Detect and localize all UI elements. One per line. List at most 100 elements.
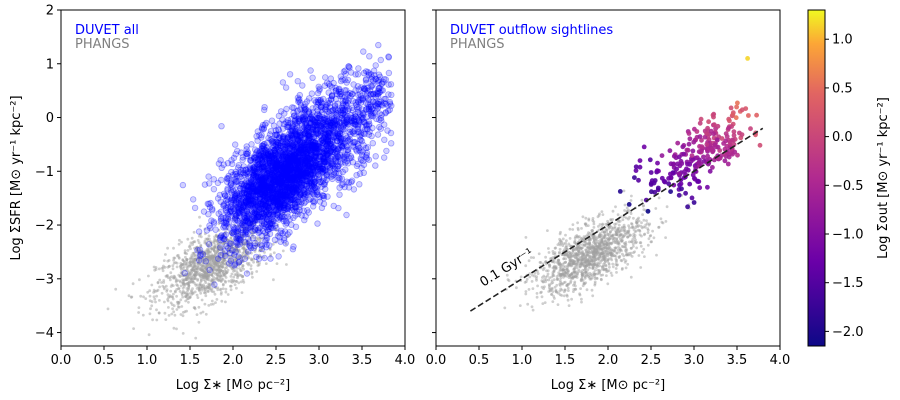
scatter-point [235,246,239,250]
scatter-point [385,54,392,61]
scatter-point [341,151,349,158]
scatter-point [181,295,185,299]
scatter-point [177,287,181,290]
scatter-point [187,300,190,304]
scatter-point [186,237,190,241]
scatter-point [252,260,256,264]
scatter-point [198,215,201,219]
scatter-point [562,294,566,298]
scatter-point [228,194,236,201]
scatter-point [212,226,219,233]
scatter-point [247,185,254,192]
scatter-point [320,152,327,160]
scatter-point [547,247,550,250]
scatter-point [223,266,227,270]
scatter-point [205,210,212,218]
scatter-point [132,327,136,330]
scatter-point [215,268,218,272]
scatter-point [241,207,245,211]
scatter-point [328,114,336,121]
scatter-point [617,223,621,227]
scatter-point [177,300,181,304]
scatter-point [192,277,196,281]
scatter-point [372,153,379,160]
scatter-point [331,169,338,176]
scatter-point [251,246,255,250]
scatter-point [254,226,262,233]
scatter-point [213,280,217,284]
scatter-point [235,252,239,256]
scatter-point [161,266,165,270]
y-tick-label: 1 [46,57,54,72]
scatter-point [263,216,271,223]
scatter-point [354,71,362,78]
scatter-point [166,293,170,297]
scatter-point [158,299,161,302]
scatter-point [207,278,211,282]
scatter-point [262,255,265,259]
scatter-point [232,246,235,250]
left-y-axis-label: Log ΣSFR [M⊙ yr⁻¹ kpc⁻²] [9,95,24,260]
scatter-point [196,246,204,253]
scatter-point [263,251,266,254]
scatter-point [210,241,213,245]
scatter-point [287,193,294,201]
scatter-point [224,262,228,266]
scatter-point [241,255,249,262]
scatter-point [229,232,233,236]
scatter-point [180,293,184,296]
scatter-point [207,249,210,253]
scatter-point [258,261,261,265]
scatter-point [171,307,175,311]
scatter-point [198,287,202,290]
scatter-point [581,215,585,219]
scatter-point [232,216,236,220]
scatter-point [208,205,216,212]
left-x-axis-label: Log Σ∗ [M⊙ pc⁻²] [176,378,290,393]
scatter-point [246,251,249,255]
scatter-point [349,119,356,127]
scatter-point [220,299,224,303]
scatter-point [250,230,254,234]
scatter-point [244,228,248,232]
scatter-point [281,140,289,148]
scatter-point [269,254,272,258]
scatter-point [241,251,245,255]
scatter-point [250,257,253,261]
scatter-point [264,233,268,237]
scatter-point [227,217,231,221]
scatter-point [172,310,176,314]
scatter-point [184,277,188,281]
scatter-point [239,269,243,272]
scatter-point [235,270,239,273]
scatter-point [210,290,214,293]
scatter-point [370,90,377,98]
scatter-point [217,255,220,258]
scatter-point [294,107,301,114]
scatter-point [530,305,534,309]
scatter-point [292,172,300,179]
scatter-point [585,288,589,292]
scatter-point [203,289,207,293]
scatter-point [194,284,198,287]
scatter-point [204,200,211,207]
scatter-point [345,184,353,191]
scatter-point [172,326,176,330]
scatter-point [152,295,156,299]
scatter-point [323,103,330,111]
scatter-point [240,219,244,222]
y-tick-label: −2 [35,219,54,234]
scatter-point [543,278,546,281]
scatter-point [197,305,201,309]
scatter-point [225,174,232,182]
scatter-point [647,237,651,241]
scatter-point [237,234,244,241]
scatter-point [245,201,253,209]
scatter-point [203,227,207,231]
scatter-point [266,242,273,249]
scatter-point [284,231,291,238]
scatter-point [185,297,189,301]
scatter-point [282,119,290,126]
scatter-point [192,268,195,271]
scatter-point [218,164,225,171]
